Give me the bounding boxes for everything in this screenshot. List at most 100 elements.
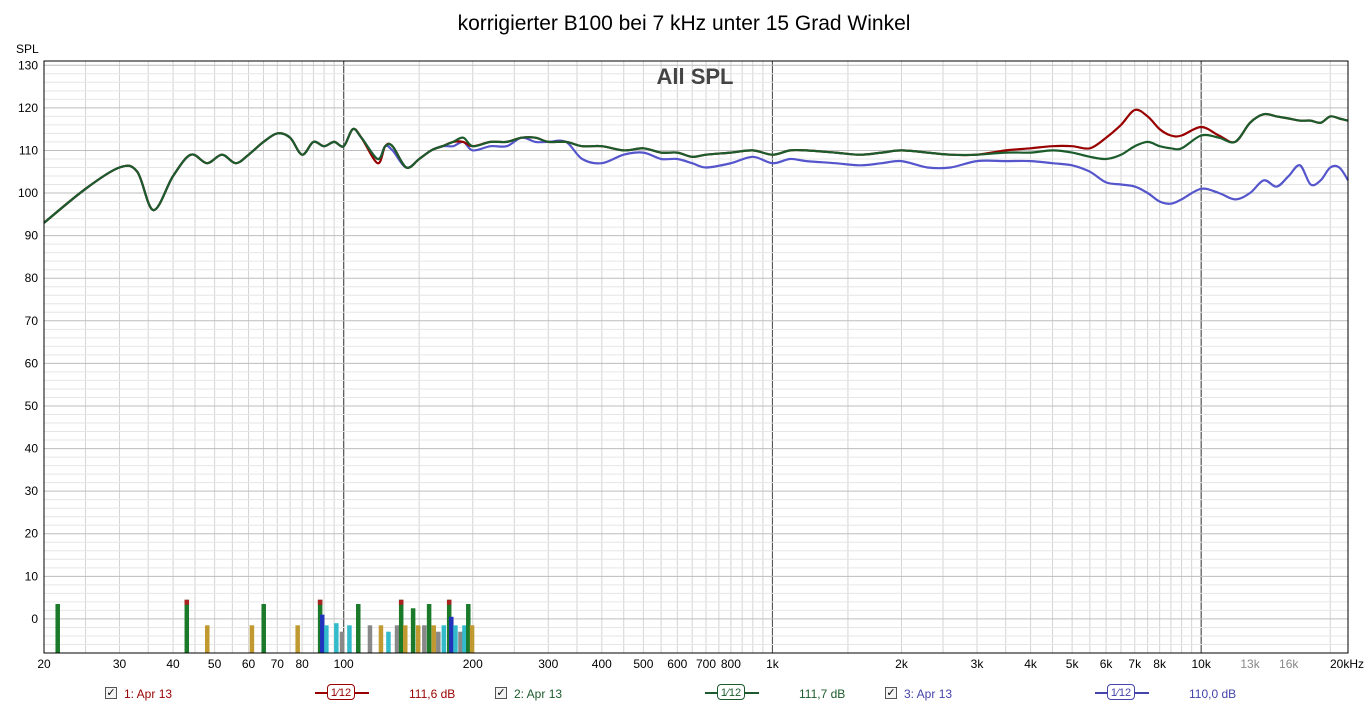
x-tick-label: 6k: [1100, 657, 1114, 671]
bar-marker: [422, 625, 427, 653]
bar-marker: [462, 625, 467, 653]
bar-marker: [453, 625, 458, 653]
series-3-smoothing[interactable]: 1⁄12: [1095, 684, 1151, 702]
bar-marker: [356, 604, 361, 653]
series-1-checkbox[interactable]: ✓: [105, 687, 117, 699]
x-tick-label: 2k: [895, 657, 909, 671]
bar-marker: [324, 625, 329, 653]
x-tick-label: 4k: [1024, 657, 1038, 671]
series-3-level: 110,0 dB: [1189, 687, 1237, 701]
x-tick-label: 20: [37, 657, 51, 671]
x-tick-label: 100: [334, 657, 354, 671]
x-tick-label: 700: [696, 657, 716, 671]
bar-marker: [184, 599, 190, 653]
x-tick-label: 300: [538, 657, 558, 671]
bar-marker: [339, 631, 345, 653]
series-2-level: 111,7 dB: [799, 687, 846, 701]
bar-marker-cap: [446, 599, 452, 605]
series-3-checkbox[interactable]: ✓: [885, 687, 897, 699]
bar-marker: [415, 625, 421, 653]
bar-marker: [466, 604, 471, 653]
y-tick-label: 130: [18, 58, 38, 72]
x-tick-label: 7k: [1128, 657, 1142, 671]
bar-marker: [55, 604, 60, 653]
impulse-bars: [55, 599, 475, 653]
y-tick-label: 90: [25, 229, 39, 243]
spl-chart: korrigierter B100 bei 7 kHz unter 15 Gra…: [16, 12, 1364, 671]
y-tick-label: 20: [25, 527, 39, 541]
legend: ✓ 1: Apr 13 1⁄12 111,6 dB ✓ 2: Apr 13 1⁄…: [0, 680, 1369, 710]
grid: [43, 61, 1348, 654]
x-tick-label: 16k: [1279, 657, 1299, 671]
series-2-checkbox[interactable]: ✓: [495, 687, 507, 699]
x-tick-label: 20kHz: [1330, 657, 1364, 671]
x-tick-label: 200: [463, 657, 483, 671]
series-1-smoothing-label: 1⁄12: [327, 684, 355, 700]
bar-marker-cap: [184, 599, 190, 605]
x-tick-label: 800: [721, 657, 741, 671]
bar-marker: [249, 625, 255, 653]
bar-marker: [403, 625, 408, 653]
bar-marker: [449, 616, 454, 653]
series-lines: [43, 108, 1349, 224]
bar-marker: [426, 604, 432, 653]
y-axis-label: SPL: [16, 42, 39, 56]
plot-frame: [43, 60, 1349, 654]
y-tick-label: 30: [25, 484, 39, 498]
y-tick-label: 40: [25, 442, 39, 456]
bar-marker: [386, 631, 391, 653]
bar-marker: [469, 625, 475, 653]
y-tick-label: 70: [25, 314, 39, 328]
y-tick-label: 110: [19, 143, 38, 157]
series-2-line: [43, 112, 1349, 224]
series-1-level: 111,6 dB: [409, 687, 456, 701]
bar-marker: [398, 599, 404, 653]
series-1-line: [43, 108, 1349, 224]
x-tick-label: 80: [295, 657, 309, 671]
bar-marker: [458, 631, 463, 653]
x-tick-labels: 20 30 40 50 60 70 80 100 200 300 400 500 600 700 800 1k…: [37, 657, 1364, 671]
series-2-smoothing-label: 1⁄12: [717, 684, 745, 700]
x-tick-label: 40: [166, 657, 180, 671]
x-tick-label: 10k: [1192, 657, 1212, 671]
series-3-label[interactable]: 3: Apr 13: [904, 687, 953, 701]
x-tick-label: 30: [113, 657, 127, 671]
series-3-smoothing-label: 1⁄12: [1107, 684, 1135, 700]
x-tick-label: 13k: [1240, 657, 1260, 671]
series-1-label[interactable]: 1: Apr 13: [124, 687, 173, 701]
bar-marker: [410, 608, 416, 653]
y-tick-label: 0: [31, 612, 38, 626]
bar-marker: [431, 625, 437, 653]
bar-marker: [205, 625, 210, 653]
series-2-label[interactable]: 2: Apr 13: [514, 687, 563, 701]
bar-marker: [295, 625, 300, 653]
y-tick-label: 60: [25, 356, 39, 370]
series-1-smoothing[interactable]: 1⁄12: [315, 684, 371, 702]
bar-marker: [319, 614, 325, 653]
bar-marker: [334, 623, 339, 653]
bar-marker-cap: [398, 599, 404, 605]
y-tick-label: 50: [25, 399, 39, 413]
y-tick-label: 100: [18, 186, 38, 200]
x-tick-label: 5k: [1066, 657, 1080, 671]
bar-marker-cap: [317, 599, 323, 605]
x-tick-label: 8k: [1153, 657, 1167, 671]
chart-title: korrigierter B100 bei 7 kHz unter 15 Gra…: [458, 12, 911, 35]
y-tick-label: 80: [25, 271, 39, 285]
y-tick-label: 10: [25, 569, 39, 583]
overlay-label: All SPL: [656, 64, 733, 89]
bar-marker: [261, 604, 266, 653]
x-tick-label: 400: [592, 657, 612, 671]
bar-marker: [367, 625, 373, 653]
bar-marker: [441, 625, 447, 653]
x-tick-label: 600: [667, 657, 687, 671]
x-tick-label: 1k: [766, 657, 780, 671]
bar-marker: [347, 625, 352, 653]
bar-marker: [436, 631, 441, 653]
bar-marker: [378, 625, 384, 653]
x-tick-label: 60: [242, 657, 256, 671]
series-2-smoothing[interactable]: 1⁄12: [705, 684, 761, 702]
x-tick-label: 3k: [971, 657, 985, 671]
x-tick-label: 70: [271, 657, 285, 671]
